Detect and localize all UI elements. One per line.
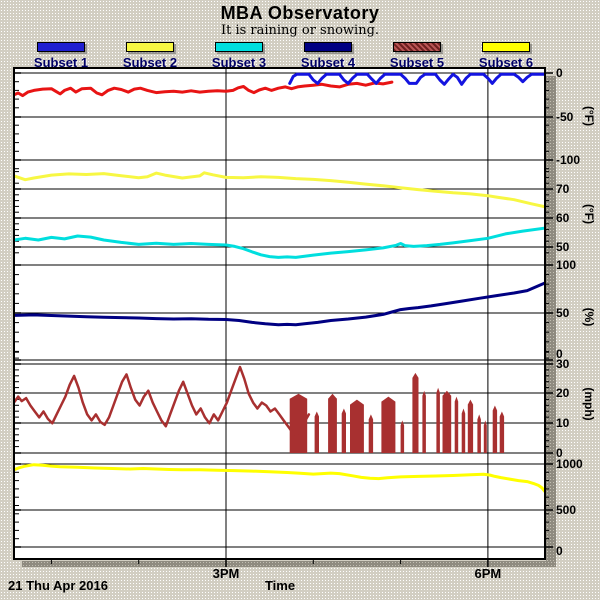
legend-item-subset-4: Subset 4: [283, 42, 373, 70]
legend-label: Subset 5: [389, 55, 445, 70]
legend-swatch: [126, 42, 174, 52]
plot-shadow-bottom: [22, 561, 556, 567]
wind-gust-bar: [454, 396, 459, 453]
series-subset-3: [15, 226, 544, 259]
plot-border: [13, 67, 546, 560]
wind-gust-bar: [477, 414, 481, 453]
y-tick-label: 60: [556, 211, 570, 225]
legend-swatch: [215, 42, 263, 52]
y-tick-label: 50: [556, 306, 570, 320]
series-group: [15, 72, 544, 493]
legend-label: Subset 1: [33, 55, 89, 70]
legend-swatch: [37, 42, 85, 52]
wind-gust-bar: [368, 414, 374, 453]
y-tick-label: 20: [556, 386, 570, 400]
series-subset-6: [15, 463, 544, 493]
legend-item-subset-6: Subset 6: [461, 42, 551, 70]
date-label: 21 Thu Apr 2016: [8, 578, 108, 593]
y-tick-label: -100: [556, 153, 580, 167]
legend-label: Subset 6: [478, 55, 534, 70]
y-tick-label: 0: [556, 347, 563, 361]
legend-swatch: [482, 42, 530, 52]
wind-gust-bar: [499, 411, 505, 453]
y-tick-label: 50: [556, 240, 570, 254]
wind-gust-bar: [381, 396, 396, 453]
legend-label: Subset 3: [211, 55, 267, 70]
page-title: MBA Observatory: [220, 3, 380, 23]
y-axis-unit-label: (mph): [582, 387, 596, 420]
page-subtitle: It is raining or snowing.: [220, 23, 380, 38]
wind-gust-bar: [289, 393, 308, 453]
series-subset-1: [288, 72, 544, 86]
wind-gust-bar: [467, 399, 474, 453]
legend-swatch: [393, 42, 441, 52]
series-subset-4: [15, 281, 544, 327]
legend: Subset 1 Subset 2 Subset 3 Subset 4 Subset 5…: [0, 42, 600, 70]
plot-shadow-right: [546, 76, 556, 567]
legend-swatch: [304, 42, 352, 52]
wind-gust-bar: [442, 390, 452, 453]
legend-item-subset-1: Subset 1: [16, 42, 106, 70]
x-tick-label: 3PM: [213, 566, 240, 581]
legend-item-subset-3: Subset 3: [194, 42, 284, 70]
wind-gust-bar: [436, 387, 440, 453]
y-tick-label: 100: [556, 258, 576, 272]
wind-gust-bar: [400, 420, 405, 453]
wind-gust-bar: [492, 405, 498, 453]
x-axis-title: Time: [264, 578, 296, 593]
y-tick-label: 500: [556, 503, 576, 517]
wind-gust-bar: [461, 408, 466, 453]
y-axis-unit-label: (°F): [582, 106, 596, 126]
y-tick-label: 0: [556, 544, 563, 558]
y-tick-label: 0: [556, 446, 563, 460]
wind-gust-bar: [341, 408, 346, 453]
wind-gust-bar: [412, 372, 419, 453]
y-axis-unit-label: (°F): [582, 204, 596, 224]
y-tick-label: 0: [556, 66, 563, 80]
legend-item-subset-2: Subset 2: [105, 42, 195, 70]
legend-label: Subset 4: [300, 55, 356, 70]
y-tick-label: -50: [556, 110, 574, 124]
legend-item-subset-5: Subset 5: [372, 42, 462, 70]
wind-gust-bar: [422, 390, 426, 453]
wind-gust-bar: [314, 411, 319, 453]
y-tick-label: 1000: [556, 457, 583, 471]
wind-gust-bar: [483, 420, 487, 453]
wind-gust-bar: [328, 393, 337, 453]
wind-gust-bar: [350, 399, 364, 453]
x-tick-label: 6PM: [475, 566, 502, 581]
legend-label: Subset 2: [122, 55, 178, 70]
series-subset-5: [15, 365, 311, 437]
y-tick-label: 30: [556, 357, 570, 371]
y-tick-label: 70: [556, 182, 570, 196]
series-subset-2: [15, 171, 544, 209]
series-red-companion: [15, 80, 394, 98]
y-tick-label: 10: [556, 416, 570, 430]
y-axis-unit-label: (%): [582, 308, 596, 327]
